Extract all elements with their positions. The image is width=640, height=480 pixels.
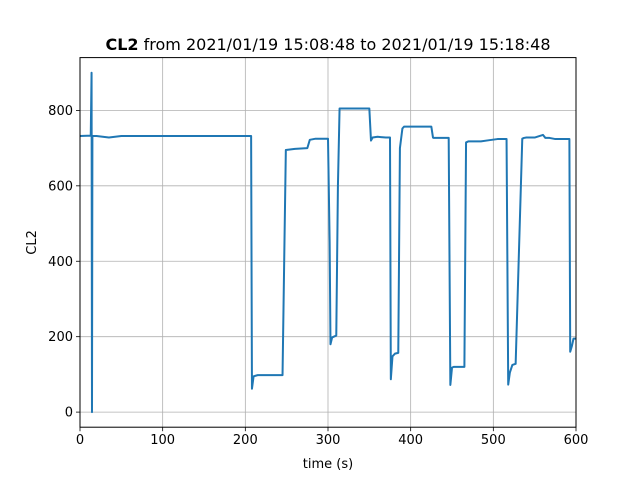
x-axis-ticks: 0 100 200 300 400 500 600 <box>76 427 589 448</box>
y-tick-label: 200 <box>48 330 73 345</box>
x-tick-label: 500 <box>481 433 506 448</box>
x-tick-label: 600 <box>564 433 589 448</box>
x-tick-label: 100 <box>150 433 175 448</box>
y-axis-label: CL2 <box>25 230 40 255</box>
x-axis-label: time (s) <box>303 457 353 472</box>
chart-title: CL2 from 2021/01/19 15:08:48 to 2021/01/… <box>105 35 550 54</box>
y-tick-label: 0 <box>65 406 73 421</box>
x-tick-label: 400 <box>398 433 423 448</box>
x-tick-label: 300 <box>316 433 341 448</box>
x-tick-label: 0 <box>76 433 84 448</box>
series-group <box>79 71 576 414</box>
y-tick-label: 600 <box>48 179 73 194</box>
y-axis-ticks: 0 200 400 600 800 <box>48 104 80 421</box>
chart-title-rest: from 2021/01/19 15:08:48 to 2021/01/19 1… <box>139 35 551 54</box>
y-tick-label: 400 <box>48 255 73 270</box>
grid-lines <box>79 57 577 428</box>
series-line <box>79 71 576 414</box>
y-tick-label: 800 <box>48 104 73 119</box>
chart-title-bold: CL2 <box>105 35 138 54</box>
x-tick-label: 200 <box>233 433 258 448</box>
